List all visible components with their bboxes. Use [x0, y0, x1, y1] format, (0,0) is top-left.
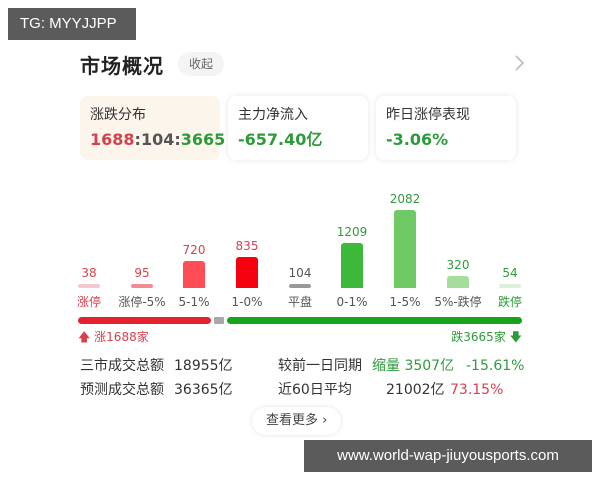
change-pct: -15.61% [466, 358, 525, 374]
distribution-value: 1688:104:3665 [90, 129, 225, 151]
compare-label: 较前一日同期 [278, 358, 362, 374]
bar-value-label: 104 [288, 266, 312, 280]
category-label: 5%-跌停 [434, 295, 482, 309]
summary-value: 36365亿 [174, 382, 233, 398]
stat-card-distribution[interactable]: 涨跌分布 1688:104:3665 [80, 96, 225, 160]
stat-card-label: 涨跌分布 [90, 107, 146, 123]
chart-column: 2082 1-5% [385, 192, 425, 310]
progress-down-segment [227, 317, 522, 324]
average-pct: 73.15% [450, 382, 504, 398]
bar-value-label: 95 [134, 266, 150, 280]
bar-value-label: 835 [235, 239, 259, 253]
tg-watermark: TG: MYYJJPP [8, 8, 136, 40]
progress-up-segment [78, 317, 211, 324]
url-watermark: www.world-wap-jiuyousports.com [304, 440, 592, 472]
bar [289, 284, 311, 288]
stat-card-label: 昨日涨停表现 [386, 107, 470, 123]
category-label: 5-1% [178, 295, 210, 309]
chart-column: 104 平盘 [280, 266, 320, 310]
arrow-up-icon: 🡅 [78, 330, 91, 344]
bar [236, 257, 258, 288]
section-header: 市场概况 收起 [80, 48, 225, 80]
chevron-right-icon[interactable] [512, 54, 526, 72]
compare-label: 近60日平均 [278, 382, 352, 398]
up-count: 1688 [90, 130, 135, 149]
category-label: 涨停-5% [118, 295, 166, 309]
average-value: 21002亿 [386, 382, 445, 398]
separator: : [134, 130, 141, 149]
up-legend-label: 涨1688家 [94, 330, 149, 344]
limit-up-performance-value: -3.06% [386, 130, 449, 149]
page-title: 市场概况 [80, 53, 164, 78]
turnover-summary: 三市成交总额 18955亿 较前一日同期 缩量 3507亿 -15.61% 预测… [80, 354, 530, 402]
stat-card-limit-up-performance[interactable]: 昨日涨停表现 -3.06% [376, 96, 516, 160]
bar [394, 210, 416, 288]
bar-value-label: 2082 [389, 192, 421, 206]
down-legend: 跌3665家 🡇 [451, 328, 522, 349]
chart-column: 835 1-0% [227, 239, 267, 310]
summary-row: 预测成交总额 36365亿 近60日平均 21002亿 73.15% [80, 378, 530, 402]
bar-value-label: 38 [81, 266, 97, 280]
category-label: 1-5% [389, 295, 421, 309]
bar [341, 243, 363, 288]
summary-label: 三市成交总额 [80, 358, 164, 374]
category-label: 1-0% [231, 295, 263, 309]
stat-cards: 涨跌分布 1688:104:3665 主力净流入 -657.40亿 昨日涨停表现… [80, 96, 516, 160]
bar [499, 284, 521, 288]
distribution-bar-chart: 38 涨停 95 涨停-5% 720 5-1% 835 1-0% 104 平盘 1209 0-1% 20… [70, 170, 540, 310]
separator: : [174, 130, 181, 149]
net-inflow-value: -657.40亿 [238, 130, 323, 149]
arrow-down-icon: 🡇 [509, 330, 522, 344]
bar-value-label: 1209 [336, 225, 368, 239]
progress-flat-segment [214, 317, 224, 324]
bar [131, 284, 153, 288]
stat-card-label: 主力净流入 [238, 107, 308, 123]
view-more-button[interactable]: 查看更多 › [252, 407, 342, 435]
change-value: 缩量 3507亿 [372, 358, 455, 374]
chart-column: 1209 0-1% [332, 225, 372, 310]
summary-row: 三市成交总额 18955亿 较前一日同期 缩量 3507亿 -15.61% [80, 354, 530, 378]
category-label: 涨停 [76, 295, 101, 309]
bar-value-label: 320 [446, 258, 470, 272]
flat-count: 104 [140, 130, 175, 149]
down-count: 3665 [180, 130, 226, 149]
up-legend: 🡅 涨1688家 [78, 328, 149, 349]
bar-value-label: 720 [182, 243, 206, 257]
summary-label: 预测成交总额 [80, 382, 164, 398]
chart-column: 54 跌停 [490, 266, 530, 310]
collapse-button[interactable]: 收起 [178, 52, 225, 76]
bar-value-label: 54 [502, 266, 518, 280]
category-label: 平盘 [287, 295, 312, 309]
category-label: 0-1% [336, 295, 368, 309]
stat-card-net-inflow[interactable]: 主力净流入 -657.40亿 [228, 96, 368, 160]
bar [183, 261, 205, 288]
advance-decline-bar [78, 317, 522, 324]
chart-column: 95 涨停-5% [118, 266, 165, 310]
chart-column: 720 5-1% [174, 243, 214, 310]
category-label: 跌停 [497, 295, 522, 309]
chart-column: 38 涨停 [69, 266, 109, 310]
summary-value: 18955亿 [174, 358, 233, 374]
chart-column: 320 5%-跌停 [434, 258, 481, 310]
down-legend-label: 跌3665家 [451, 330, 506, 344]
bar [447, 276, 469, 288]
bar [78, 284, 100, 288]
